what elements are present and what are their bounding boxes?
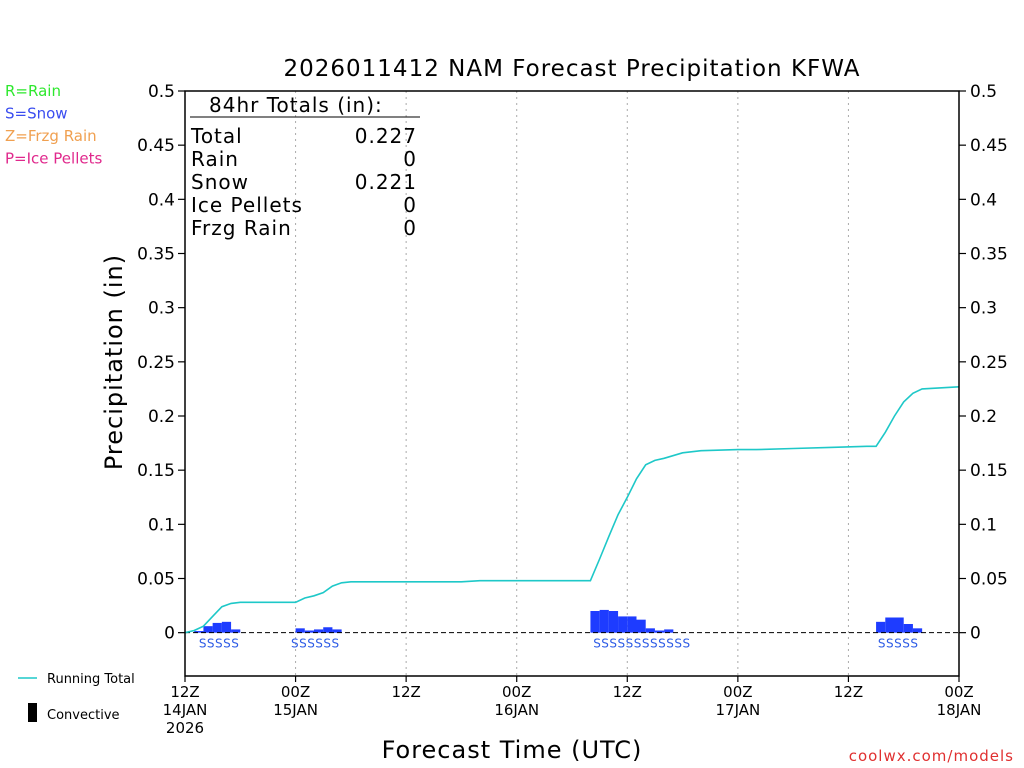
y-tick-label-right: 0.1 [970,515,997,535]
x-tick-label: 15JAN [273,701,318,719]
precip-type-label: SSSSSSSSSSSS [593,637,690,651]
totals-row-label: Rain [191,147,239,171]
precip-type-legend: R=Rain S=Snow Z=Frzg Rain P=Ice Pellets [5,82,102,168]
precip-type-label: SSSSS [199,637,240,651]
totals-row-value: 0.221 [355,170,417,194]
y-tick-label: 0.2 [148,407,175,427]
precip-bar [590,611,600,633]
y-tick-label-right: 0.4 [970,190,997,210]
series-legend-label: Running Total [47,672,135,687]
running-total-line [184,386,960,634]
x-tick-label: 00Z [502,683,531,701]
x-tick-label: 12Z [391,683,420,701]
precip-bar [304,630,314,633]
x-axis-label: Forecast Time (UTC) [382,736,643,764]
precip-type-legend-item: S=Snow [5,105,68,123]
y-tick-label: 0.35 [137,245,175,265]
precip-bar [203,626,213,633]
x-tick-label: 12Z [613,683,642,701]
gridlines [295,91,849,676]
precip-bar [295,628,305,633]
y-axis-left: 0 0.05 0.1 0.15 0.2 0.25 0.3 0.35 0.4 0.45 0.5 [137,82,185,644]
precip-bar [314,629,324,633]
x-tick-label: 2026 [166,719,204,737]
x-tick-label: 17JAN [715,701,760,719]
y-tick-label-right: 0.2 [970,407,997,427]
precip-type-legend-item: R=Rain [5,82,61,100]
y-tick-label-right: 0.35 [970,245,1008,265]
precip-bar [212,622,222,633]
x-tick-label: 14JAN [163,701,208,719]
totals-row-label: Total [190,124,243,148]
y-tick-label-right: 0.5 [970,82,997,102]
precip-bar [903,624,913,633]
y-tick-label-right: 0 [970,624,981,644]
plot-frame [184,90,960,677]
totals-row-label: Frzg Rain [191,216,292,240]
x-tick-label: 12Z [834,683,863,701]
y-tick-label: 0.45 [137,136,175,156]
x-tick-label: 16JAN [494,701,539,719]
y-tick-label-right: 0.45 [970,136,1008,156]
y-tick-label: 0 [164,624,175,644]
precip-bars [194,609,923,633]
precip-bar [636,619,646,633]
y-tick-label-right: 0.3 [970,299,997,319]
precip-bar [664,629,674,633]
totals-box: 84hr Totals (in): Total 0.227 Rain 0 Snow 0.22… [190,93,420,240]
y-tick-label-right: 0.25 [970,353,1008,373]
precip-bar [618,616,628,633]
totals-row-value: 0 [403,147,417,171]
x-tick-label: 00Z [944,683,973,701]
y-tick-label: 0.05 [137,570,175,590]
precip-type-label: SSSSSS [291,637,340,651]
y-axis-right: 0 0.05 0.1 0.15 0.2 0.25 0.3 0.35 0.4 0.45 0.5 [959,82,1008,644]
y-tick-label-right: 0.15 [970,461,1008,481]
precip-bar [885,617,895,633]
precip-bar [627,616,637,633]
precip-bar [194,631,204,633]
totals-heading: 84hr Totals (in): [209,93,383,117]
legend-bar-swatch [28,703,37,722]
x-tick-label: 12Z [170,683,199,701]
precip-bar [221,621,232,633]
precip-bar [912,628,923,633]
precip-bar [876,621,886,633]
x-tick-label: 00Z [723,683,752,701]
totals-row-value: 0.227 [355,124,417,148]
precip-type-labels: SSSSS SSSSSS SSSSSSSSSSSS SSSSS [199,637,919,651]
x-tick-label: 18JAN [937,701,982,719]
series-legend: Running Total Convective [18,672,135,723]
credit-text: coolwx.com/models [849,747,1014,765]
precip-bar [894,617,904,633]
precip-type-legend-item: Z=Frzg Rain [5,127,97,145]
precip-bar [645,628,655,633]
totals-row-label: Ice Pellets [191,193,303,217]
precip-bar [323,627,333,633]
totals-row-value: 0 [403,216,417,240]
y-tick-label: 0.5 [148,82,175,102]
precip-bar [599,609,609,633]
precip-bar [332,629,342,633]
precip-bar [654,630,665,633]
precip-type-legend-item: P=Ice Pellets [5,150,102,168]
y-tick-label: 0.15 [137,461,175,481]
y-tick-label-right: 0.05 [970,570,1008,590]
y-tick-label: 0.25 [137,353,175,373]
precip-bar [231,629,241,633]
totals-row-label: Snow [191,170,249,194]
chart-title: 2026011412 NAM Forecast Precipitation KF… [284,56,861,82]
y-tick-label: 0.3 [148,299,175,319]
totals-row-value: 0 [403,193,417,217]
precip-type-label: SSSSS [878,637,919,651]
y-axis-label: Precipitation (in) [100,254,128,470]
x-tick-label: 00Z [281,683,310,701]
y-tick-label: 0.4 [148,190,175,210]
series-legend-label: Convective [47,708,120,723]
y-tick-label: 0.1 [148,515,175,535]
precip-bar [608,611,619,633]
